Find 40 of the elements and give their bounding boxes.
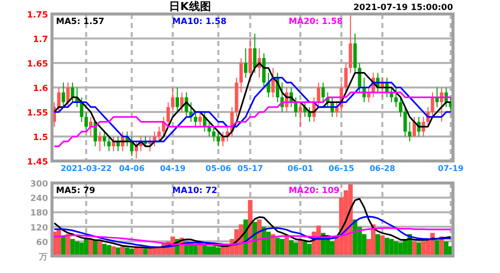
chart-subtitle: 2021-07-19 15:00:00 [353, 3, 454, 13]
text: MA10: 72 [172, 186, 218, 196]
y-tick-label: 120 [30, 223, 48, 234]
y-tick-label: 60 [36, 238, 48, 248]
x-tick-label: 2021-03-22 [60, 164, 112, 173]
text: MA20: 1.58 [288, 17, 343, 27]
x-tick-label: 07-19 [438, 164, 464, 173]
text: MA5: 1.57 [56, 17, 104, 27]
y-tick-label: 1.7 [32, 35, 48, 45]
x-tick-label: 04-19 [160, 164, 186, 173]
x-tick-label: 06-28 [370, 164, 396, 173]
text: MA5: 79 [56, 186, 96, 196]
line-series [53, 216, 452, 248]
y-tick-label: 1.75 [27, 10, 48, 20]
y-tick-label: 1.6 [32, 84, 48, 94]
chart-title: 日K线图 [169, 0, 211, 13]
x-tick-label: 06-15 [328, 164, 355, 173]
y-tick-label: 1.5 [32, 133, 48, 143]
y-tick-label: 1.45 [27, 158, 48, 168]
x-tick-label: 06-01 [288, 164, 314, 173]
line-series [53, 198, 452, 249]
y-tick-label: 1.65 [27, 60, 48, 70]
y-tick-label: 万 [38, 252, 48, 262]
x-tick-label: 05-17 [237, 164, 264, 173]
bar [376, 234, 380, 256]
y-tick-label: 180 [30, 208, 48, 219]
bar [288, 240, 294, 256]
bar [270, 234, 276, 256]
y-tick-label: 300 [30, 180, 48, 190]
bar [434, 240, 440, 256]
text: MA10: 1.58 [172, 17, 227, 27]
y-tick-label: 240 [30, 194, 48, 204]
bar [280, 238, 284, 256]
bar [380, 235, 385, 256]
text: MA20: 109 [288, 186, 340, 196]
y-tick-label: 1.55 [27, 108, 48, 118]
line-series [53, 227, 452, 246]
x-tick-label: 04-06 [118, 164, 145, 173]
bar [111, 246, 116, 256]
x-tick-label: 05-06 [206, 164, 232, 173]
